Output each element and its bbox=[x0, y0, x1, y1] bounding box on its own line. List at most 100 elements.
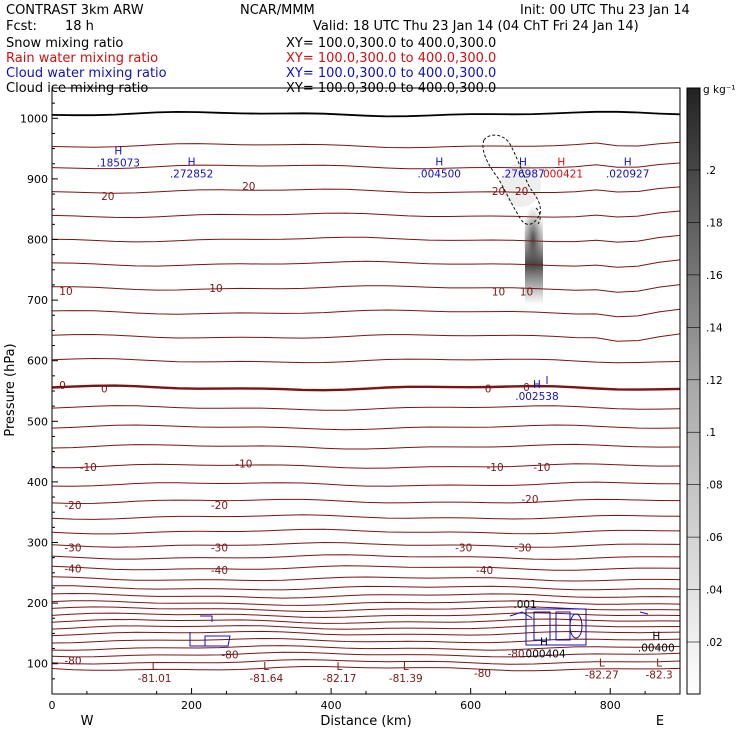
forecast-label: Fcst: bbox=[6, 19, 37, 34]
temperature-low-marker: L bbox=[263, 661, 269, 673]
cloud-water-contours bbox=[189, 376, 649, 647]
temperature-low-value: -82.27 bbox=[585, 670, 619, 682]
temperature-low-marker: L bbox=[599, 658, 605, 670]
isotherm-label: -30 bbox=[455, 542, 472, 554]
temperature-contours: -80 -80 -80 -80 -40 -40 -40 -30 -30 -30 -30 -20 -20 -… bbox=[52, 110, 680, 680]
isotherm bbox=[52, 141, 680, 149]
isotherm-label: 20 bbox=[492, 186, 505, 198]
y-tick-label: 400 bbox=[27, 476, 48, 489]
isotherm-label: 0 bbox=[59, 380, 66, 392]
isotherm bbox=[52, 554, 680, 560]
cloud-water-high-value: .020927 bbox=[606, 169, 649, 181]
isotherm bbox=[52, 405, 680, 411]
isotherm bbox=[52, 514, 680, 520]
isotherm-label: 0 bbox=[523, 382, 530, 394]
isotherm bbox=[52, 645, 680, 651]
colorbar-label: .08 bbox=[706, 480, 723, 492]
field-rain-xy: XY= 100.0,300.0 to 400.0,300.0 bbox=[286, 51, 496, 66]
x-tick-label: 800 bbox=[600, 699, 621, 712]
y-tick-label: 900 bbox=[27, 173, 48, 186]
isotherm-label: -20 bbox=[521, 494, 538, 506]
isotherm-label: -10 bbox=[80, 462, 97, 474]
isotherm-label: -40 bbox=[476, 565, 493, 577]
isotherm bbox=[52, 234, 680, 243]
isotherm bbox=[52, 463, 680, 469]
y-tick-label: 700 bbox=[27, 294, 48, 307]
isotherm-label: 20 bbox=[515, 186, 528, 198]
isotherm bbox=[52, 110, 680, 118]
field-snow-xy: XY= 100.0,300.0 to 400.0,300.0 bbox=[286, 36, 496, 51]
y-axis: 100 200 300 400 500 600 700 800 900 1000 bbox=[20, 102, 58, 680]
cloud-water-high-marker: H bbox=[624, 157, 632, 169]
cloud-ice-contours bbox=[482, 134, 541, 225]
cloud-ice-high-value: .000404 bbox=[522, 649, 566, 661]
west-label: W bbox=[81, 714, 94, 729]
temperature-low-value: -81.01 bbox=[138, 673, 172, 685]
colorbar-label: .04 bbox=[706, 585, 723, 597]
cloud-water-high-marker: H bbox=[114, 146, 122, 158]
colorbar-label: .02 bbox=[706, 637, 723, 649]
colorbar-scale bbox=[686, 87, 701, 695]
colorbar-unit: g kg⁻¹ bbox=[703, 84, 736, 96]
colorbar-label: .06 bbox=[706, 532, 723, 544]
valid-time: Valid: 18 UTC Thu 23 Jan 14 (04 ChT Fri … bbox=[313, 19, 639, 34]
isotherm bbox=[52, 541, 680, 548]
isotherm-label: -20 bbox=[64, 500, 81, 512]
isotherm-label: -30 bbox=[211, 542, 228, 554]
isotherm bbox=[52, 565, 680, 571]
cloud-ice-contour-label: .001 bbox=[513, 599, 536, 611]
temperature-low-value: -81.39 bbox=[389, 673, 423, 685]
colorbar-label: .18 bbox=[706, 217, 723, 229]
x-tick-label: 200 bbox=[181, 699, 202, 712]
isotherm-label: -80 bbox=[507, 648, 524, 660]
temperature-low-value: -82.17 bbox=[323, 673, 357, 685]
y-tick-label: 200 bbox=[27, 597, 48, 610]
isotherm-label: 10 bbox=[209, 283, 222, 295]
isotherm bbox=[52, 384, 680, 392]
colorbar-label: .2 bbox=[706, 165, 716, 177]
cloud-water-high-value: .002538 bbox=[515, 391, 558, 403]
isotherm-label: -30 bbox=[514, 542, 531, 554]
isotherm-label: -10 bbox=[487, 462, 504, 474]
cloud-water-high-value: .185073 bbox=[97, 158, 140, 170]
isotherm bbox=[52, 624, 680, 630]
isotherm-label: -40 bbox=[211, 565, 228, 577]
field-snow-name: Snow mixing ratio bbox=[6, 36, 123, 51]
isotherm-label: 0 bbox=[485, 384, 492, 396]
isotherm bbox=[52, 637, 680, 644]
temperature-low-marker: L bbox=[656, 658, 662, 670]
organization: NCAR/MMM bbox=[240, 3, 315, 18]
cloud-water-high-marker: H bbox=[188, 157, 196, 169]
isotherm bbox=[52, 666, 680, 672]
isotherm-label: 10 bbox=[59, 286, 72, 298]
y-tick-label: 100 bbox=[27, 658, 48, 671]
isotherm-label: 10 bbox=[520, 287, 533, 299]
isotherm bbox=[52, 585, 680, 591]
isotherm bbox=[52, 618, 680, 624]
isotherm bbox=[52, 600, 680, 606]
isotherm bbox=[52, 284, 680, 293]
x-axis: 0 200 400 600 800 bbox=[49, 688, 646, 712]
isotherm bbox=[52, 259, 680, 268]
isotherm-label: -30 bbox=[64, 542, 81, 554]
cloud-water-high-value: .276987 bbox=[501, 169, 544, 181]
isotherm bbox=[52, 308, 680, 318]
field-cloud-water-xy: XY= 100.0,300.0 to 400.0,300.0 bbox=[286, 66, 496, 81]
x-tick-label: 400 bbox=[321, 699, 342, 712]
y-tick-label: 800 bbox=[27, 234, 48, 247]
isotherm-label: 20 bbox=[101, 191, 114, 203]
temperature-low-marker: L bbox=[337, 661, 343, 673]
isotherm bbox=[52, 424, 680, 431]
cloud-ice-high-marker: H bbox=[652, 630, 660, 642]
rain-high-marker: H bbox=[557, 157, 565, 169]
isotherm bbox=[52, 630, 680, 637]
forecast-hour: 18 h bbox=[65, 19, 94, 34]
rain-high-value: .000421 bbox=[540, 169, 583, 181]
y-tick-label: 300 bbox=[27, 537, 48, 550]
x-tick-label: 0 bbox=[49, 699, 56, 712]
init-time: Init: 00 UTC Thu 23 Jan 14 bbox=[520, 3, 690, 18]
y-tick-label: 600 bbox=[27, 355, 48, 368]
isotherm bbox=[52, 651, 680, 658]
x-axis-title: Distance (km) bbox=[320, 714, 411, 729]
isotherm bbox=[52, 333, 680, 342]
